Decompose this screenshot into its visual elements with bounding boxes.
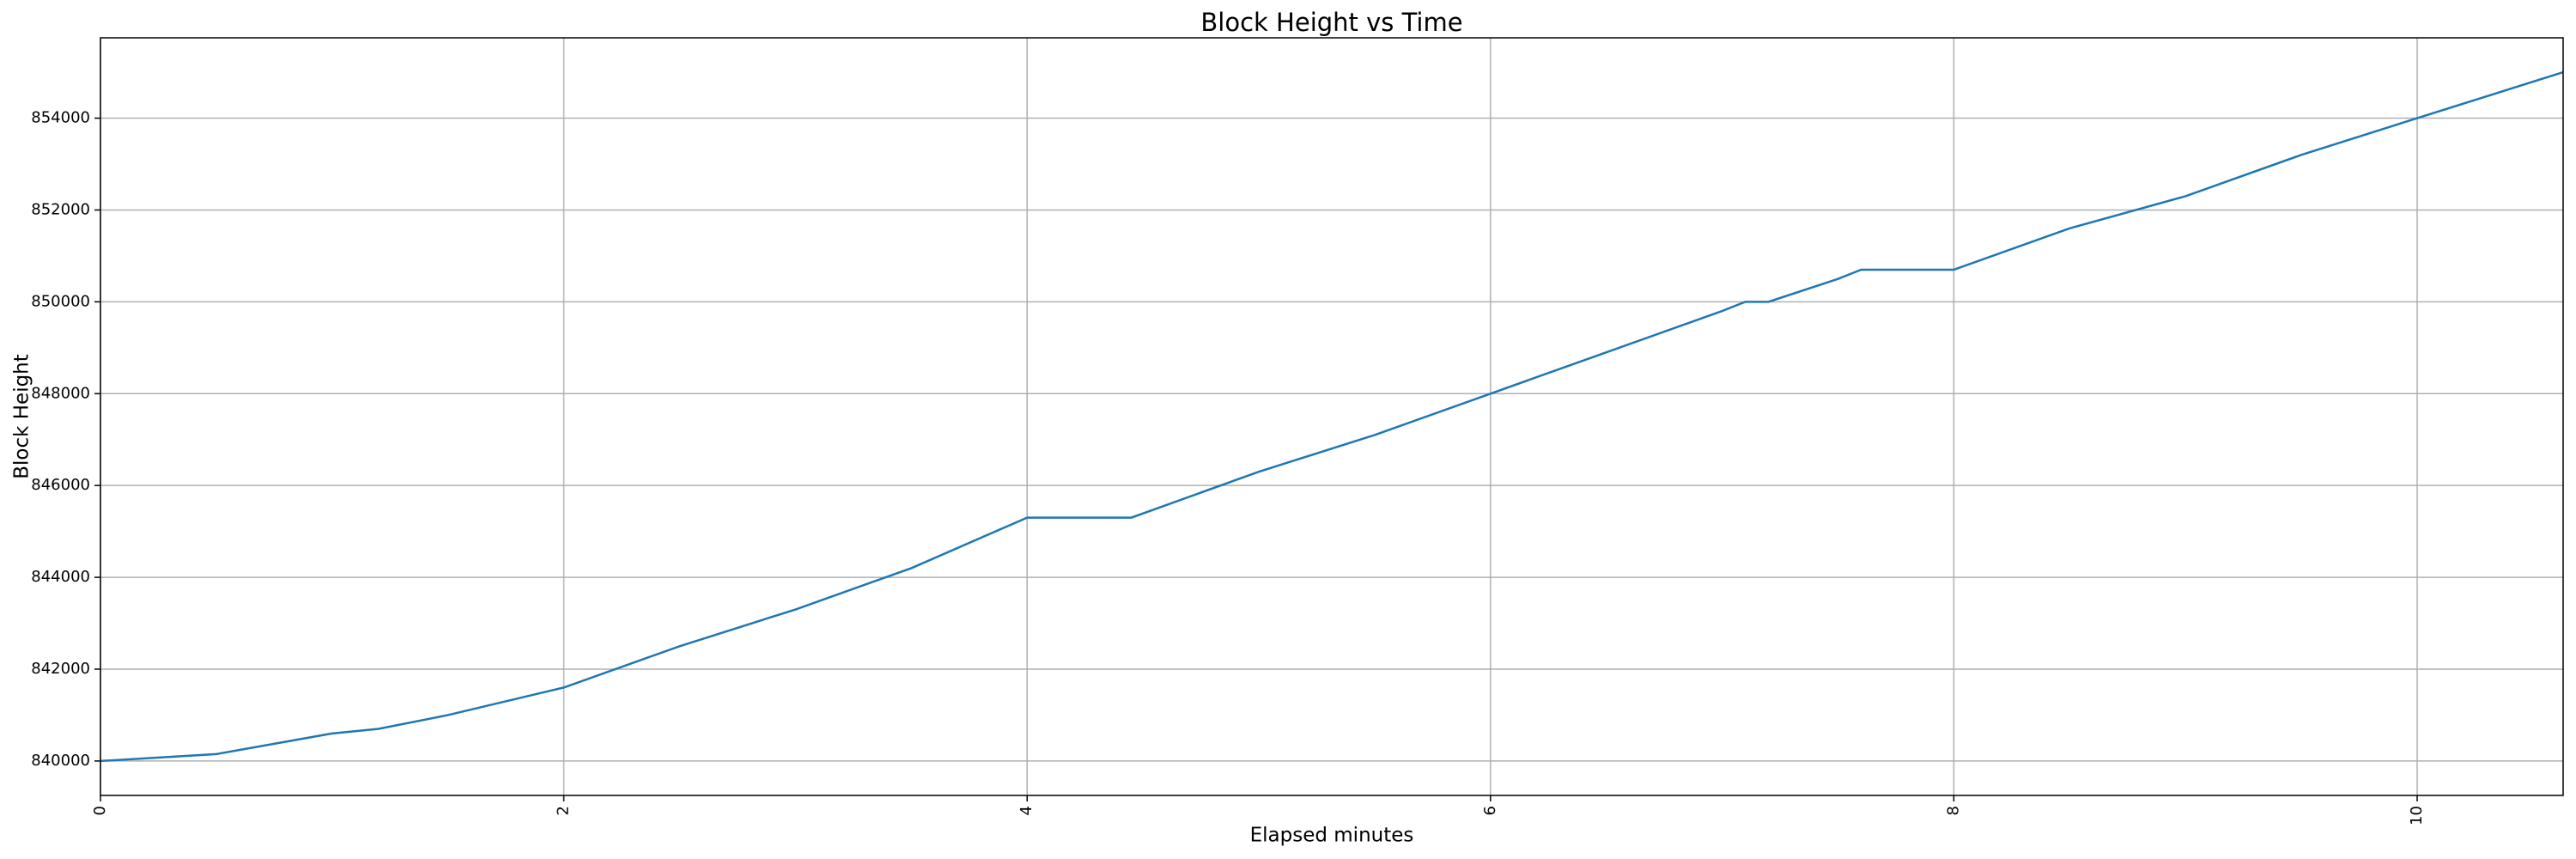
y-tick-label: 842000 [31,660,90,678]
x-tick-label: 0 [91,806,109,815]
y-tick-label: 848000 [31,384,90,402]
x-tick-label: 4 [1018,806,1036,815]
y-tick-label: 846000 [31,476,90,494]
y-tick-label: 850000 [31,292,90,310]
y-tick-label: 852000 [31,200,90,218]
y-axis-label: Block Height [11,354,33,479]
x-tick-label: 10 [2408,806,2426,825]
y-tick-label: 854000 [31,109,90,127]
x-tick-label: 6 [1481,806,1499,815]
x-tick-label: 8 [1944,806,1962,815]
data-line [100,70,2564,763]
x-tick-label: 2 [555,806,573,815]
chart-title: Block Height vs Time [1200,8,1462,37]
plot-frame [100,37,2564,796]
y-tick-label: 840000 [31,752,90,770]
x-axis-label: Elapsed minutes [1250,825,1414,847]
y-tick-label: 844000 [31,568,90,586]
